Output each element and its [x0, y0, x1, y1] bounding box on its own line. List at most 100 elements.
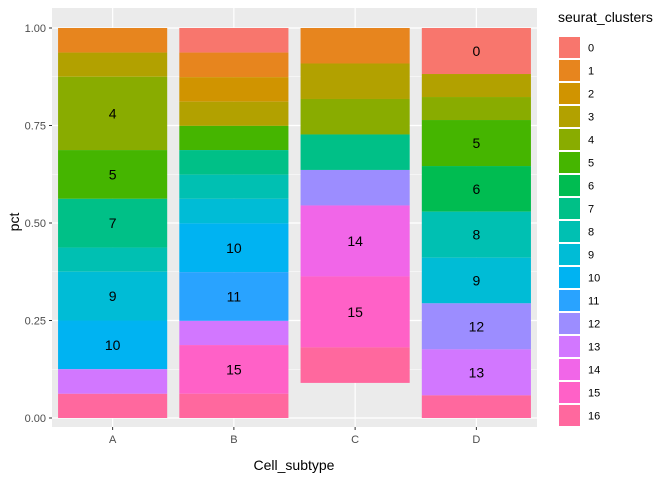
legend-swatch-8 — [559, 221, 580, 242]
y-axis-title: pct — [6, 213, 22, 232]
bar-segment-A-7 — [58, 198, 168, 248]
bar-segment-B-15 — [179, 345, 289, 394]
y-tick-label: 0.25 — [25, 316, 46, 328]
segment-label-A-4: 4 — [109, 105, 117, 121]
legend-label-11: 11 — [588, 296, 599, 308]
bar-segment-B-3 — [179, 101, 289, 126]
legend-swatch-15 — [559, 382, 580, 403]
segment-label-D-13: 13 — [469, 364, 485, 380]
bar-segment-A-13 — [58, 369, 168, 394]
bar-segment-A-9 — [58, 271, 168, 321]
legend-label-10: 10 — [588, 273, 600, 285]
legend-label-6: 6 — [588, 181, 594, 193]
bar-segment-D-13 — [421, 349, 531, 396]
bar-segment-D-12 — [421, 303, 531, 350]
legend-swatch-16 — [559, 405, 580, 426]
segment-label-D-5: 5 — [472, 135, 480, 151]
bar-segment-B-10 — [179, 223, 289, 273]
bar-segment-A-5 — [58, 150, 168, 199]
legend-swatch-12 — [559, 313, 580, 334]
legend-swatch-5 — [559, 152, 580, 173]
legend-label-14: 14 — [588, 365, 600, 377]
segment-labels: 4 5 7 9 10 10 11 15 14 15 0 5 6 8 9 12 13 — [105, 43, 485, 380]
legend-swatch-2 — [559, 83, 580, 104]
legend-label-12: 12 — [588, 319, 600, 331]
x-axis: A B C D — [109, 427, 480, 446]
bar-segment-C-15 — [300, 276, 410, 348]
bar-segment-C-16 — [300, 347, 410, 383]
legend-title: seurat_clusters — [558, 9, 653, 25]
legend-swatch-9 — [559, 244, 580, 265]
legend-label-15: 15 — [588, 388, 600, 400]
bar-segment-D-3 — [421, 74, 531, 98]
segment-label-D-8: 8 — [472, 227, 480, 243]
bar-segment-C-1 — [300, 28, 410, 64]
legend-swatch-1 — [559, 60, 580, 81]
segment-label-A-10: 10 — [105, 337, 121, 353]
segment-label-C-14: 14 — [347, 233, 363, 249]
legend-label-9: 9 — [588, 250, 594, 262]
bar-segment-B-1 — [179, 52, 289, 78]
bar-segment-B-0 — [179, 28, 289, 53]
legend-label-1: 1 — [588, 66, 594, 78]
legend-swatch-13 — [559, 336, 580, 357]
legend-swatch-6 — [559, 175, 580, 196]
bar-segment-A-3 — [58, 52, 168, 77]
bar-segment-C-4 — [300, 98, 410, 135]
legend-label-4: 4 — [588, 135, 594, 147]
x-tick-label: C — [351, 434, 359, 446]
segment-label-B-11: 11 — [227, 289, 242, 305]
bar-segment-D-0 — [421, 28, 531, 75]
bar-segment-C-12 — [300, 169, 410, 206]
y-tick-label: 0.50 — [25, 218, 46, 230]
segment-label-C-15: 15 — [347, 304, 363, 320]
y-tick-label: 0.00 — [25, 413, 46, 425]
x-axis-title: Cell_subtype — [254, 457, 335, 473]
bar-segment-B-16 — [179, 393, 289, 418]
legend-label-8: 8 — [588, 227, 594, 239]
bar-segment-B-5 — [179, 125, 289, 151]
bar-segment-D-5 — [421, 120, 531, 167]
bar-segment-D-4 — [421, 97, 531, 121]
segment-label-A-7: 7 — [109, 215, 117, 231]
segment-label-B-15: 15 — [226, 361, 242, 377]
bar-segment-B-7 — [179, 150, 289, 175]
bar-segment-A-16 — [58, 393, 168, 418]
segment-label-B-10: 10 — [226, 240, 242, 256]
segment-label-D-9: 9 — [472, 273, 480, 289]
bar-segment-D-16 — [421, 395, 531, 418]
bar-segment-A-4 — [58, 76, 168, 151]
bar-segment-B-11 — [179, 272, 289, 321]
bar-segment-B-13 — [179, 320, 289, 346]
y-tick-label: 1.00 — [25, 23, 46, 35]
legend-swatch-14 — [559, 359, 580, 380]
x-tick-label: D — [472, 434, 480, 446]
segment-label-A-5: 5 — [109, 166, 117, 182]
legend-swatch-3 — [559, 106, 580, 127]
legend-label-3: 3 — [588, 112, 594, 124]
bar-segment-C-3 — [300, 63, 410, 99]
bar-segment-C-14 — [300, 205, 410, 277]
bar-segment-A-8 — [58, 247, 168, 272]
legend-swatch-7 — [559, 198, 580, 219]
segment-label-D-0: 0 — [472, 43, 480, 59]
bar-segment-B-9 — [179, 198, 289, 224]
bar-segment-D-9 — [421, 257, 531, 304]
segment-label-D-12: 12 — [469, 318, 485, 334]
bar-segment-B-2 — [179, 77, 289, 102]
legend-swatch-10 — [559, 267, 580, 288]
y-axis: 0.00 0.25 0.50 0.75 1.00 — [25, 23, 52, 425]
y-tick-label: 0.75 — [25, 121, 46, 133]
legend-label-7: 7 — [588, 204, 594, 216]
legend-swatch-11 — [559, 290, 580, 311]
bar-segment-D-8 — [421, 211, 531, 258]
legend-label-16: 16 — [588, 411, 600, 423]
legend-label-0: 0 — [588, 43, 594, 55]
legend-label-2: 2 — [588, 89, 594, 101]
segment-label-A-9: 9 — [109, 288, 117, 304]
x-tick-label: B — [230, 434, 237, 446]
bar-segment-A-1 — [58, 28, 168, 53]
